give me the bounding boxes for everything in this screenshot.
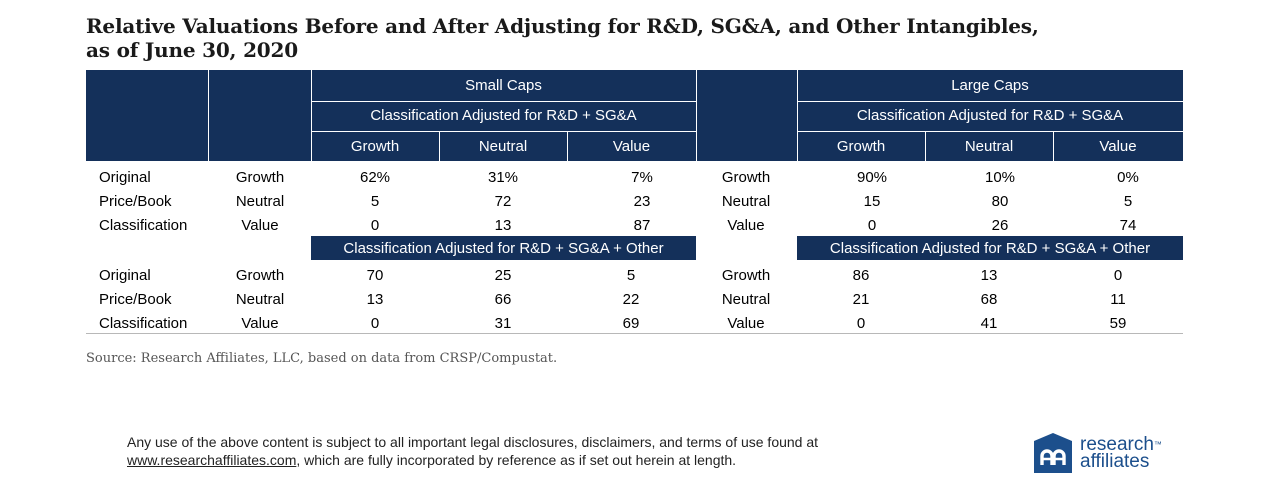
table-cell: 0 <box>370 315 380 332</box>
row-label-price-book: Price/Book <box>99 291 172 308</box>
table-cell: 11 <box>1110 291 1126 308</box>
header-divider <box>311 70 312 161</box>
header-divider <box>311 131 696 132</box>
logo-wordmark: research™ affiliates <box>1080 434 1162 472</box>
table-cell: 90% <box>856 169 888 186</box>
logo-trademark: ™ <box>1153 440 1162 449</box>
table-cell: 0% <box>1117 169 1139 186</box>
large-row-value: Value <box>727 217 765 234</box>
large-row-growth: Growth <box>721 169 771 186</box>
table-cell: 13 <box>494 217 512 234</box>
disclaimer-line-2-text: , which are fully incorporated by refere… <box>296 452 737 468</box>
header-large-caps: Large Caps <box>951 77 1029 94</box>
table-cell: 13 <box>980 267 998 284</box>
header-large-growth: Growth <box>836 138 886 155</box>
small-row-value: Value <box>241 217 279 234</box>
table-cell: 59 <box>1109 315 1127 332</box>
title-line-2: as of June 30, 2020 <box>86 38 298 62</box>
table-cell: 0 <box>856 315 866 332</box>
row-label-classification: Classification <box>99 217 188 234</box>
disclaimer-line-2: www.researchaffiliates.com, which are fu… <box>127 451 818 469</box>
header-divider <box>696 70 697 161</box>
table-cell: 0 <box>370 217 380 234</box>
table-cell: 0 <box>1113 267 1123 284</box>
large-row-value: Value <box>727 315 765 332</box>
header-divider <box>567 132 568 161</box>
page-title: Relative Valuations Before and After Adj… <box>86 14 1186 62</box>
table-cell: 41 <box>980 315 998 332</box>
header-large-adj-rd-sga: Classification Adjusted for R&D + SG&A <box>856 107 1124 124</box>
table-cell: 7% <box>631 169 653 186</box>
large-row-neutral: Neutral <box>721 291 771 308</box>
table-cell: 66 <box>494 291 512 308</box>
table-cell: 74 <box>1119 217 1137 234</box>
table-cell: 31% <box>487 169 519 186</box>
small-row-neutral: Neutral <box>235 193 285 210</box>
small-row-value: Value <box>241 315 279 332</box>
logo-line-2: affiliates <box>1080 451 1150 472</box>
header-small-adj-rd-sga: Classification Adjusted for R&D + SG&A <box>370 107 637 124</box>
header-divider <box>1053 132 1054 161</box>
disclaimer-line-1: Any use of the above content is subject … <box>127 434 819 450</box>
large-adj-other-band: Classification Adjusted for R&D + SG&A +… <box>797 236 1183 260</box>
table-cell: 26 <box>991 217 1009 234</box>
table-cell: 22 <box>622 291 640 308</box>
table-cell: 0 <box>867 217 877 234</box>
table-bottom-rule <box>86 333 1183 334</box>
small-row-growth: Growth <box>235 267 285 284</box>
table-cell: 5 <box>626 267 636 284</box>
source-note: Source: Research Affiliates, LLC, based … <box>86 351 558 366</box>
small-adj-other-band: Classification Adjusted for R&D + SG&A +… <box>311 236 696 260</box>
table-cell: 10% <box>984 169 1016 186</box>
table-cell: 72 <box>494 193 512 210</box>
small-row-neutral: Neutral <box>235 291 285 308</box>
row-label-price-book: Price/Book <box>99 193 172 210</box>
small-row-growth: Growth <box>235 169 285 186</box>
table-cell: 25 <box>494 267 512 284</box>
table-header-band <box>86 70 1183 161</box>
table-cell: 15 <box>863 193 881 210</box>
header-small-growth: Growth <box>350 138 400 155</box>
table-cell: 86 <box>852 267 870 284</box>
table-cell: 31 <box>494 315 512 332</box>
table-cell: 5 <box>370 193 380 210</box>
header-divider <box>797 70 798 161</box>
large-row-neutral: Neutral <box>721 193 771 210</box>
large-row-growth: Growth <box>721 267 771 284</box>
header-divider <box>925 132 926 161</box>
row-label-classification: Classification <box>99 315 188 332</box>
table-cell: 21 <box>852 291 870 308</box>
ra-logo-icon <box>1034 433 1072 473</box>
research-affiliates-logo: research™ affiliates <box>1032 432 1162 474</box>
table-cell: 62% <box>359 169 391 186</box>
header-small-neutral: Neutral <box>478 138 528 155</box>
header-large-neutral: Neutral <box>964 138 1014 155</box>
row-label-original: Original <box>99 169 151 186</box>
header-large-value: Value <box>1099 138 1137 155</box>
table-cell: 70 <box>366 267 384 284</box>
table-cell: 87 <box>633 217 651 234</box>
row-label-original: Original <box>99 267 151 284</box>
legal-disclaimer: Any use of the above content is subject … <box>127 433 818 469</box>
header-small-caps: Small Caps <box>465 77 542 94</box>
header-divider <box>208 70 209 161</box>
header-divider <box>797 131 1183 132</box>
logo-line-1: research <box>1080 434 1154 455</box>
header-divider <box>439 132 440 161</box>
title-line-1: Relative Valuations Before and After Adj… <box>86 14 1039 38</box>
table-cell: 23 <box>633 193 651 210</box>
table-cell: 80 <box>991 193 1009 210</box>
header-small-value: Value <box>612 138 651 155</box>
table-cell: 69 <box>622 315 640 332</box>
website-link[interactable]: www.researchaffiliates.com <box>127 452 297 468</box>
header-divider <box>797 101 1183 102</box>
table-cell: 13 <box>366 291 384 308</box>
table-cell: 68 <box>980 291 998 308</box>
table-cell: 5 <box>1123 193 1133 210</box>
header-divider <box>311 101 696 102</box>
